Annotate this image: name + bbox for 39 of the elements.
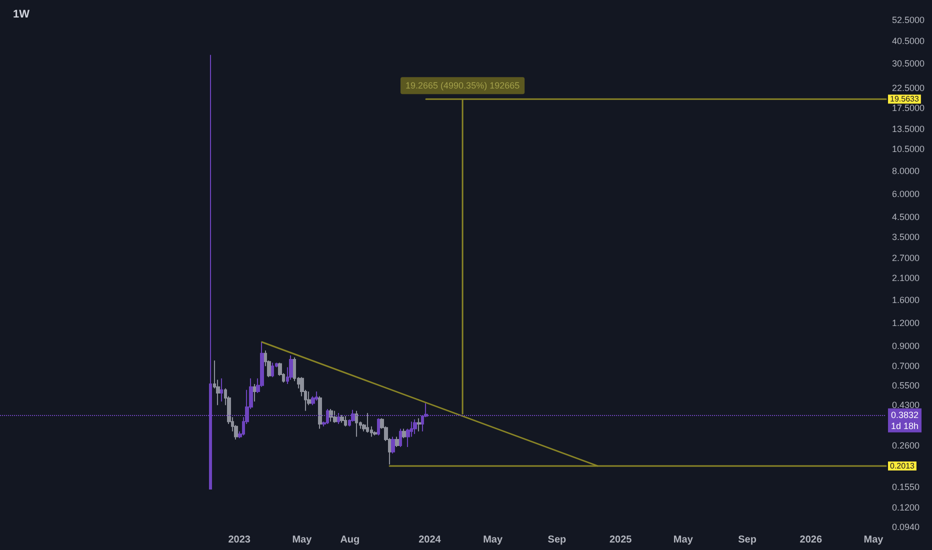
y-tick-label: 0.2600 bbox=[892, 440, 920, 450]
x-tick-label: 2025 bbox=[609, 534, 632, 546]
x-tick-label: 2026 bbox=[800, 534, 822, 546]
y-tick-label: 22.5000 bbox=[892, 82, 925, 93]
y-tick-label: 13.5000 bbox=[892, 124, 925, 134]
x-tick-label: Sep bbox=[738, 534, 756, 546]
y-tick-label: 4.5000 bbox=[892, 212, 920, 222]
y-tick-label: 0.1200 bbox=[892, 502, 920, 512]
y-tick-label: 52.5000 bbox=[892, 15, 925, 25]
y-tick-label: 1.6000 bbox=[892, 294, 920, 305]
y-tick-label: 0.1550 bbox=[892, 482, 920, 492]
y-tick-label: 2.1000 bbox=[892, 273, 920, 284]
x-tick-label: May bbox=[483, 534, 503, 546]
x-tick-label: 2023 bbox=[228, 534, 251, 546]
y-tick-label: 0.0940 bbox=[892, 522, 920, 532]
annotation: 19.2665 (4990.35%) 192665 bbox=[406, 80, 520, 91]
ref-line-label: 0.3832 1d 18h bbox=[891, 410, 919, 431]
y-tick-label: 10.5000 bbox=[892, 144, 925, 154]
y-tick-label: 40.5000 bbox=[892, 36, 925, 46]
y-tick-label: 30.5000 bbox=[892, 58, 925, 69]
x-tick-label: May bbox=[292, 534, 312, 546]
y-tick-label: 17.5000 bbox=[892, 103, 925, 114]
y-tick-label: 8.0000 bbox=[892, 166, 920, 176]
x-tick-label: 2024 bbox=[418, 534, 442, 546]
x-tick-label: Sep bbox=[548, 534, 566, 546]
annotation: 19.5633 bbox=[890, 94, 920, 104]
chart-title: 1W bbox=[13, 8, 30, 20]
x-tick-label: May bbox=[673, 534, 694, 546]
x-tick-label: May bbox=[864, 534, 884, 546]
y-tick-label: 0.7000 bbox=[892, 361, 920, 372]
y-tick-label: 2.7000 bbox=[892, 252, 920, 263]
y-tick-label: 6.0000 bbox=[892, 188, 920, 199]
x-tick-label: Aug bbox=[340, 534, 360, 546]
y-tick-label: 3.5000 bbox=[892, 232, 920, 242]
y-tick-label: 0.9000 bbox=[892, 340, 920, 351]
y-tick-label: 1.2000 bbox=[892, 318, 920, 328]
annotation: 0.2013 bbox=[890, 461, 916, 470]
y-tick-label: 0.5500 bbox=[892, 380, 920, 390]
y-tick-label: 0.4300 bbox=[892, 400, 920, 410]
